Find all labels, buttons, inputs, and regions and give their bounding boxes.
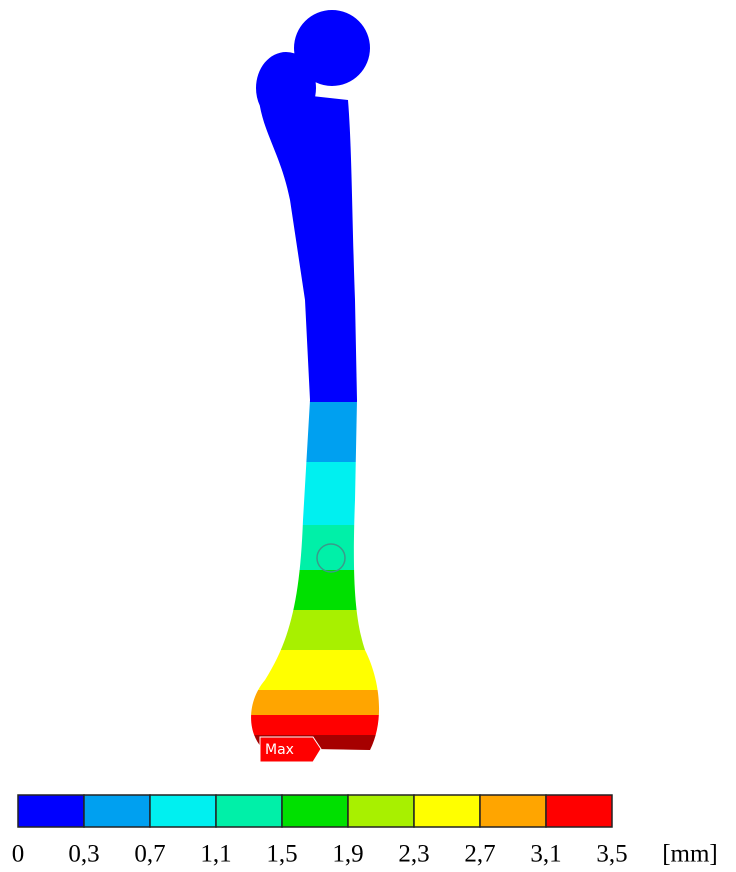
color-legend: 0 0,3 0,7 1,1 1,5 1,9 2,3 2,7 3,1 3,5 [mm] [12,795,718,868]
displacement-zone [200,610,450,650]
legend-swatch [414,795,480,827]
legend-tick-label: 0,3 [68,841,99,868]
legend-swatch [282,795,348,827]
figure: Max 0 0,3 0,7 1,1 1,5 1,9 2,3 2,7 3,1 3,5 [mm] [0,0,736,872]
displacement-zone [200,650,450,690]
legend-swatch [480,795,546,827]
displacement-zone [200,690,450,715]
max-marker: Max [260,737,321,762]
femur-model [200,0,450,760]
legend-swatch [84,795,150,827]
max-label: Max [265,742,294,758]
zone-tip [200,735,450,760]
legend-swatch [216,795,282,827]
legend-swatch [150,795,216,827]
displacement-zone [200,462,450,525]
legend-tick-label: 2,3 [398,841,429,868]
legend-unit: [mm] [662,841,718,868]
legend-swatch [348,795,414,827]
legend-swatch [18,795,84,827]
displacement-zone [200,402,450,462]
displacement-zone [200,0,450,402]
legend-tick-label: 0 [12,841,25,868]
legend-swatch [546,795,612,827]
legend-tick-label: 0,7 [134,841,165,868]
legend-tick-label: 1,9 [332,841,363,868]
legend-tick-label: 2,7 [464,841,495,868]
legend-tick-label: 3,1 [530,841,561,868]
legend-tick-label: 1,5 [266,841,297,868]
legend-tick-label: 3,5 [596,841,627,868]
legend-tick-label: 1,1 [200,841,231,868]
displacement-zone [200,525,450,570]
displacement-zone [200,570,450,610]
